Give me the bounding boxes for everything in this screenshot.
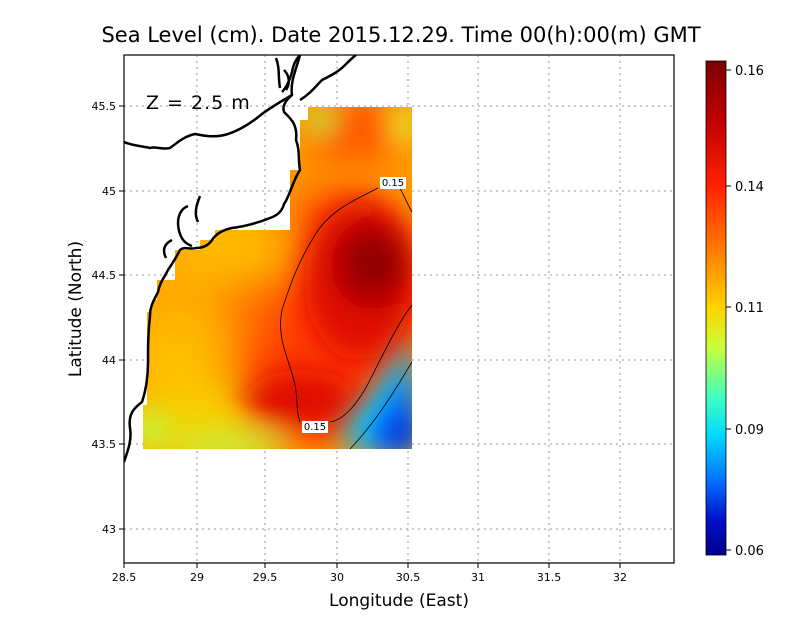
colorbar-tick-label: 0.09 [735, 423, 764, 438]
contour-label-north-text: 0.15 [382, 178, 404, 189]
x-tick-label: 29.5 [253, 571, 278, 584]
colorbar-tick-label: 0.06 [735, 544, 764, 559]
x-tick-label: 31 [471, 571, 485, 584]
x-tick-label: 30 [330, 571, 344, 584]
chart-title: Sea Level (cm). Date 2015.12.29. Time 00… [101, 23, 700, 47]
contour-label-south-text: 0.15 [304, 422, 326, 433]
depth-label: Z = 2.5 m [146, 92, 251, 114]
contour-label-north: 0.15 [380, 177, 406, 189]
y-tick-label: 43.5 [92, 438, 117, 451]
colorbar-tick-label: 0.16 [735, 64, 764, 79]
y-tick-label: 45 [102, 185, 116, 198]
contour-lines [280, 187, 413, 450]
sea-level-field [143, 107, 412, 449]
x-axis: 28.5 29 29.5 30 30.5 31 31.5 32 [112, 563, 627, 584]
y-axis: 45.5 45 44.5 44 43.5 43 [92, 100, 124, 536]
y-tick-label: 44.5 [92, 269, 117, 282]
x-tick-label: 32 [613, 571, 627, 584]
x-tick-label: 30.5 [396, 571, 421, 584]
coastline-danube-channel [299, 55, 357, 102]
coastline [124, 55, 357, 463]
y-tick-label: 45.5 [92, 100, 117, 113]
contour-015-main [280, 187, 413, 423]
plot-frame [123, 54, 675, 564]
colorbar: 0.16 0.14 0.11 0.09 0.06 [705, 60, 764, 559]
colorbar-ramp [705, 60, 727, 556]
coastline-lagoon [162, 195, 202, 259]
contour-015-east [329, 304, 413, 423]
y-tick-label: 44 [102, 354, 116, 367]
coastline-north-lake [274, 57, 290, 91]
contour-low-east [349, 361, 413, 450]
x-tick-label: 31.5 [537, 571, 562, 584]
colorbar-tick-label: 0.11 [735, 301, 764, 316]
y-tick-label: 43 [102, 523, 116, 536]
y-axis-label: Latitude (North) [66, 241, 86, 377]
x-tick-label: 28.5 [112, 571, 137, 584]
contour-label-south: 0.15 [302, 421, 328, 433]
coastline-danube-delta [124, 55, 301, 150]
colorbar-tick-label: 0.14 [735, 180, 764, 195]
x-axis-label: Longitude (East) [329, 591, 469, 611]
x-tick-label: 29 [190, 571, 204, 584]
coastline-main [124, 55, 302, 463]
